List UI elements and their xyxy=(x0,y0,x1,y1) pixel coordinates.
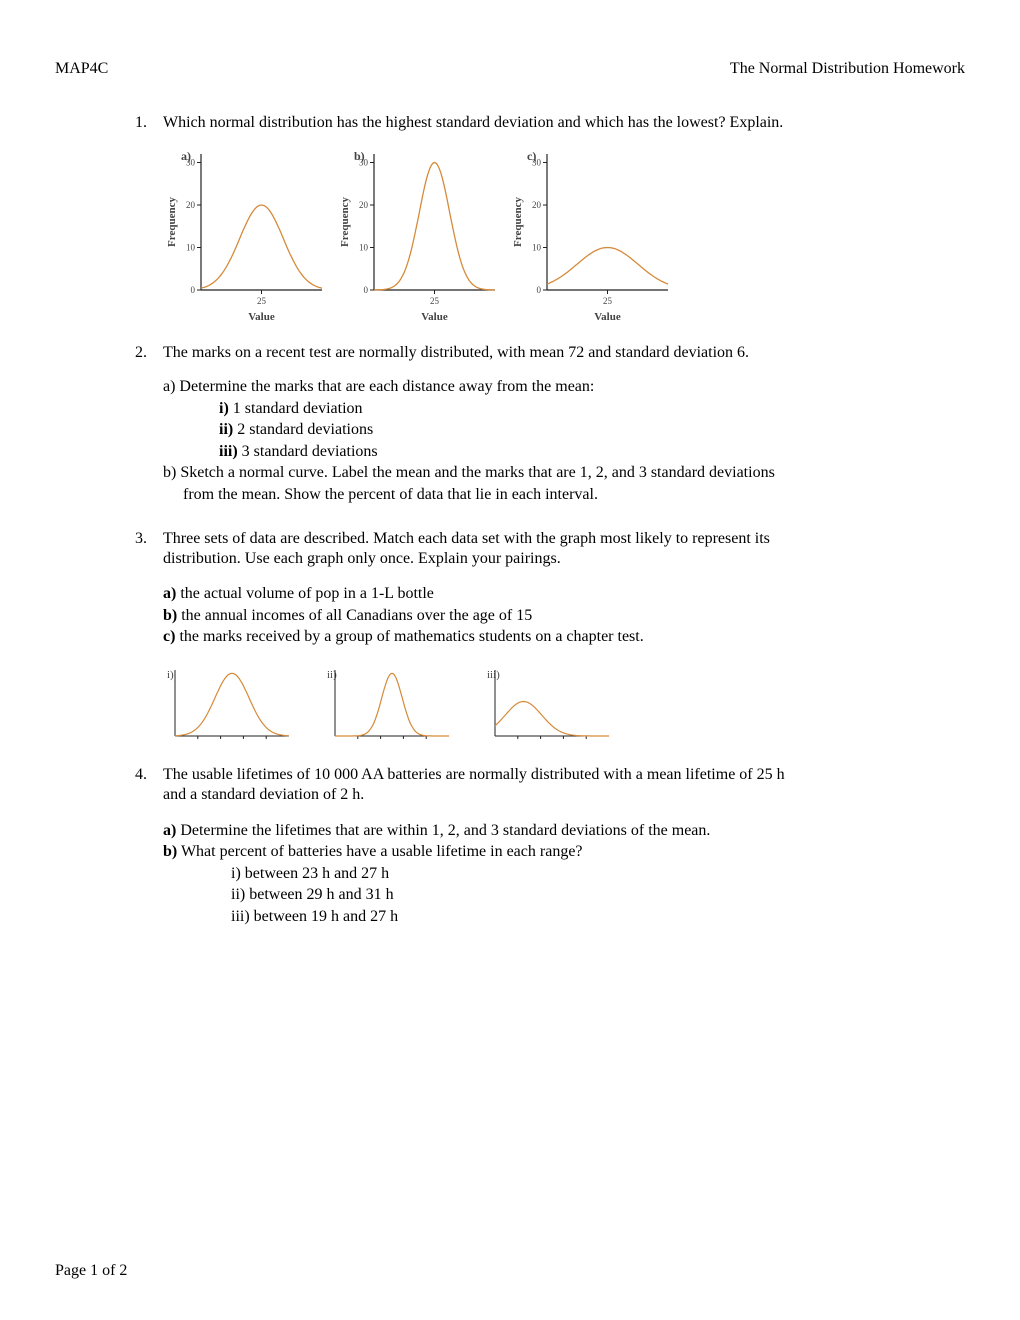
svg-text:10: 10 xyxy=(532,243,542,253)
question-1: 1. Which normal distribution has the hig… xyxy=(135,114,965,324)
svg-text:10: 10 xyxy=(359,243,369,253)
header-left: MAP4C xyxy=(55,60,108,78)
svg-text:Value: Value xyxy=(421,311,448,323)
svg-text:Frequency: Frequency xyxy=(166,197,178,247)
q3-subitem: c) the marks received by a group of math… xyxy=(135,626,965,648)
svg-text:0: 0 xyxy=(364,285,369,295)
svg-text:25: 25 xyxy=(430,296,440,306)
q3-number: 3. xyxy=(135,530,163,548)
q4-subitem: iii) between 19 h and 27 h xyxy=(135,906,965,928)
svg-text:20: 20 xyxy=(359,200,369,210)
svg-text:Frequency: Frequency xyxy=(339,197,351,247)
q1-number: 1. xyxy=(135,114,163,132)
q2-b-line2: from the mean. Show the percent of data … xyxy=(135,484,965,506)
q4-line1: The usable lifetimes of 10 000 AA batter… xyxy=(163,766,965,784)
q1-text: Which normal distribution has the highes… xyxy=(163,114,965,132)
svg-text:10: 10 xyxy=(186,243,196,253)
content-body: 1. Which normal distribution has the hig… xyxy=(55,114,965,928)
svg-text:Value: Value xyxy=(248,311,275,323)
q4-b-text: What percent of batteries have a usable … xyxy=(177,843,582,860)
svg-text:0: 0 xyxy=(537,285,542,295)
q4-b: b) What percent of batteries have a usab… xyxy=(135,841,965,863)
svg-text:iii): iii) xyxy=(487,669,500,681)
normal-chart: a)010203025ValueFrequency xyxy=(163,144,328,324)
svg-text:25: 25 xyxy=(603,296,613,306)
normal-chart: b)010203025ValueFrequency xyxy=(336,144,501,324)
svg-text:Value: Value xyxy=(594,311,621,323)
q2-number: 2. xyxy=(135,344,163,362)
question-4: 4. The usable lifetimes of 10 000 AA bat… xyxy=(135,766,965,928)
q4-subitem: i) between 23 h and 27 h xyxy=(135,863,965,885)
svg-text:ii): ii) xyxy=(327,669,337,681)
q4-items: i) between 23 h and 27 hii) between 29 h… xyxy=(135,863,965,928)
q2-subitem: i) 1 standard deviation xyxy=(135,398,965,420)
q2-subitem: ii) 2 standard deviations xyxy=(135,419,965,441)
small-chart: iii) xyxy=(483,666,613,746)
svg-text:i): i) xyxy=(167,669,174,681)
svg-text:30: 30 xyxy=(359,158,369,168)
q4-line2: and a standard deviation of 2 h. xyxy=(135,784,965,806)
q3-charts: i) ii) iii) xyxy=(163,666,965,746)
header-right: The Normal Distribution Homework xyxy=(730,60,965,78)
small-chart: i) xyxy=(163,666,293,746)
svg-text:0: 0 xyxy=(191,285,196,295)
q1-charts: a)010203025ValueFrequencyb)010203025Valu… xyxy=(163,144,965,324)
normal-chart: c)010203025ValueFrequency xyxy=(509,144,674,324)
q3-line1: Three sets of data are described. Match … xyxy=(163,530,965,548)
q2-b-line1: b) Sketch a normal curve. Label the mean… xyxy=(135,462,965,484)
q3-subitem: a) the actual volume of pop in a 1-L bot… xyxy=(135,583,965,605)
question-3: 3. Three sets of data are described. Mat… xyxy=(135,530,965,746)
q4-number: 4. xyxy=(135,766,163,784)
page-header: MAP4C The Normal Distribution Homework xyxy=(55,60,965,78)
q3-subitem: b) the annual incomes of all Canadians o… xyxy=(135,605,965,627)
q2-text: The marks on a recent test are normally … xyxy=(163,344,965,362)
q3-items: a) the actual volume of pop in a 1-L bot… xyxy=(135,583,965,648)
svg-text:30: 30 xyxy=(186,158,196,168)
svg-text:30: 30 xyxy=(532,158,542,168)
small-chart: ii) xyxy=(323,666,453,746)
q2-subitem: iii) 3 standard deviations xyxy=(135,441,965,463)
svg-text:25: 25 xyxy=(257,296,267,306)
q4-a-text: Determine the lifetimes that are within … xyxy=(176,822,710,839)
svg-text:Frequency: Frequency xyxy=(512,197,524,247)
q2-a: a) Determine the marks that are each dis… xyxy=(135,376,965,398)
question-2: 2. The marks on a recent test are normal… xyxy=(135,344,965,506)
q4-b-bold: b) xyxy=(163,843,177,860)
svg-text:20: 20 xyxy=(532,200,542,210)
q2-items: i) 1 standard deviationii) 2 standard de… xyxy=(135,398,965,463)
page-footer: Page 1 of 2 xyxy=(55,1262,127,1280)
q4-a: a) Determine the lifetimes that are with… xyxy=(135,820,965,842)
q3-line2: distribution. Use each graph only once. … xyxy=(135,548,965,570)
svg-text:20: 20 xyxy=(186,200,196,210)
q4-a-bold: a) xyxy=(163,822,176,839)
q4-subitem: ii) between 29 h and 31 h xyxy=(135,884,965,906)
